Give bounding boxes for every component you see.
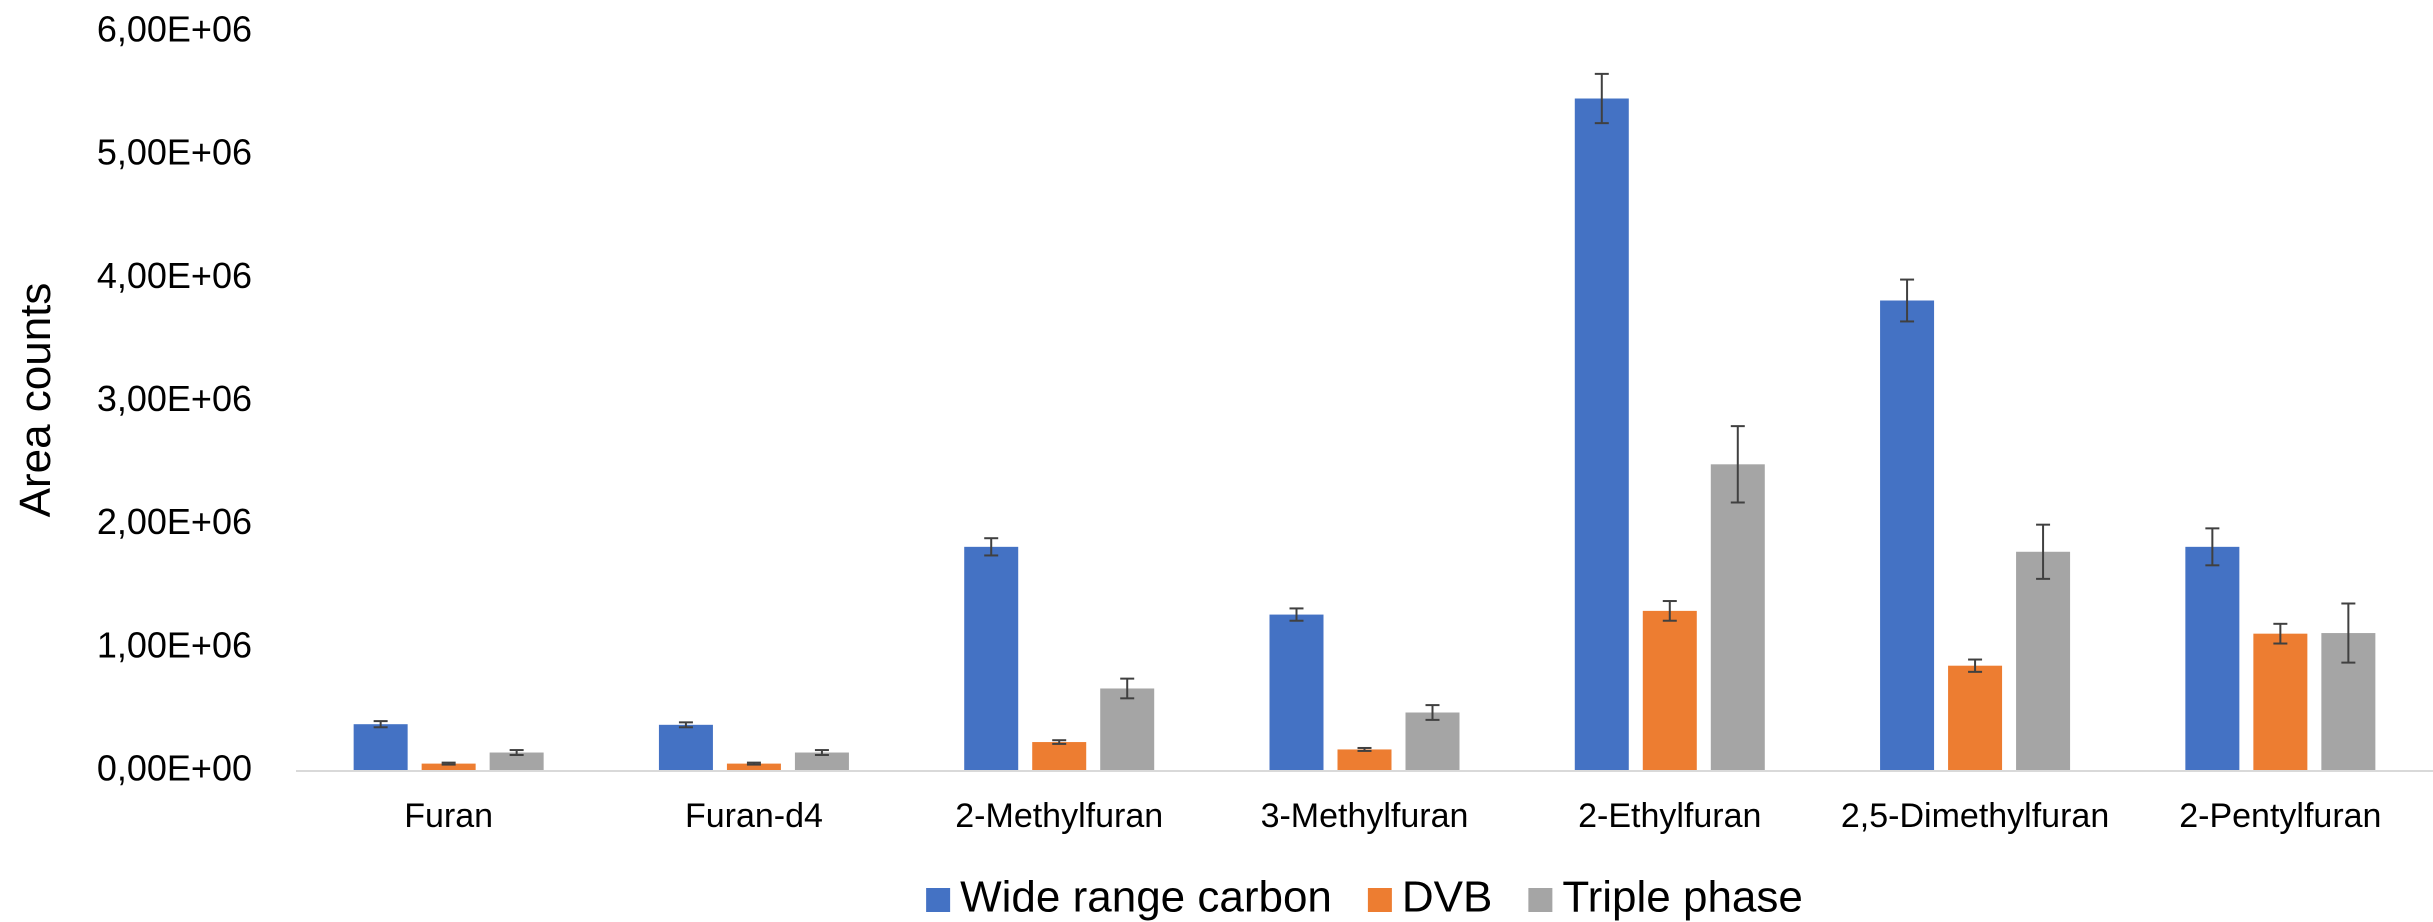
bar <box>964 546 1019 771</box>
y-tick-label: 1,00E+06 <box>97 624 252 665</box>
x-tick-label: Furan <box>404 797 493 835</box>
x-tick-label: 2-Ethylfuran <box>1578 797 1761 835</box>
bar <box>1337 749 1392 771</box>
y-axis-ticks: 0,00E+00 1,00E+06 2,00E+06 3,00E+06 4,00E+06… <box>97 9 252 789</box>
x-tick-label: 3-Methylfuran <box>1261 797 1469 835</box>
legend-swatch <box>926 888 951 912</box>
bar <box>1405 712 1460 771</box>
bar <box>1948 665 2003 771</box>
bar <box>353 724 408 771</box>
legend-item: Triple phase <box>1528 873 1803 922</box>
legend-item: Wide range carbon <box>926 873 1332 922</box>
y-tick-label: 6,00E+06 <box>97 9 252 50</box>
legend: Wide range carbon DVB Triple phase <box>926 873 1803 922</box>
bar <box>658 724 713 771</box>
y-tick-label: 4,00E+06 <box>97 255 252 296</box>
x-tick-label: 2,5-Dimethylfuran <box>1841 797 2109 835</box>
bar <box>2185 546 2240 771</box>
bar <box>1269 614 1324 771</box>
legend-label: Triple phase <box>1562 873 1803 922</box>
bar <box>2253 633 2308 771</box>
bar <box>726 763 781 771</box>
bar <box>1710 464 1765 771</box>
bar <box>794 752 849 771</box>
legend-item: DVB <box>1367 873 1492 922</box>
y-axis-title-group: Area counts <box>11 283 60 518</box>
y-axis-title: Area counts <box>11 283 60 518</box>
x-tick-label: 2-Methylfuran <box>955 797 1163 835</box>
y-tick-label: 0,00E+00 <box>97 748 252 789</box>
y-tick-label: 3,00E+06 <box>97 378 252 419</box>
y-tick-label: 2,00E+06 <box>97 501 252 542</box>
bars <box>353 98 2376 771</box>
bar <box>421 763 476 771</box>
bar <box>1880 300 1935 771</box>
bar <box>2016 551 2071 771</box>
legend-label: Wide range carbon <box>960 873 1332 922</box>
bar <box>489 752 544 771</box>
bar <box>1100 688 1155 771</box>
y-tick-label: 5,00E+06 <box>97 132 252 173</box>
legend-swatch <box>1367 888 1392 912</box>
error-bars <box>373 72 2356 766</box>
x-tick-label: 2-Pentylfuran <box>2179 797 2381 835</box>
legend-swatch <box>1528 888 1553 912</box>
bar <box>1642 610 1697 771</box>
bar <box>1032 742 1087 771</box>
x-axis-labels: Furan Furan-d4 2-Methylfuran 3-Methylfuran 2… <box>404 797 2381 835</box>
bar <box>1574 98 1629 771</box>
legend-label: DVB <box>1402 873 1492 922</box>
x-tick-label: Furan-d4 <box>685 797 823 835</box>
